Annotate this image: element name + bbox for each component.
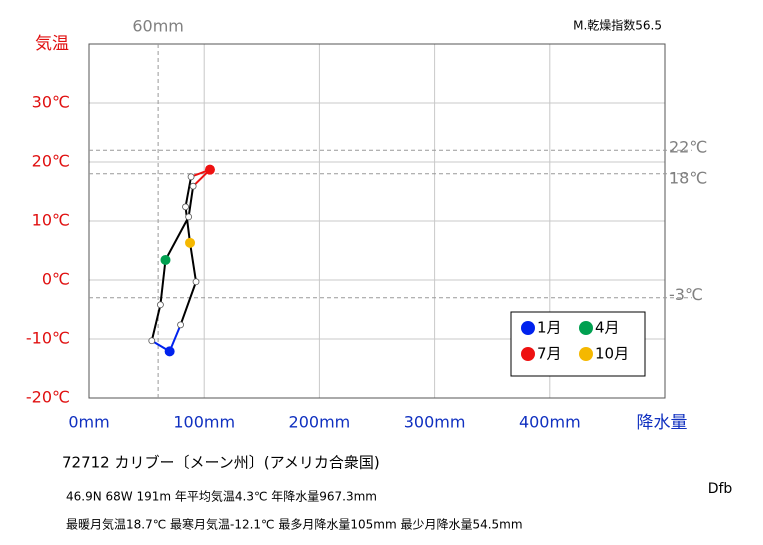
y-tick-label: 30℃ (32, 93, 70, 112)
point (192, 278, 200, 286)
plot-frame (88, 43, 666, 399)
y-tick-label: 10℃ (32, 211, 70, 230)
point (182, 203, 189, 211)
legend-marker (579, 347, 593, 361)
segment (184, 176, 193, 208)
legend-label: 4月 (595, 319, 620, 337)
info-line: 最暖月気温18.7℃ 最寒月気温-12.1℃ 最多月降水量105mm 最少月降水… (66, 517, 523, 532)
x-axis-label: 降水量 (637, 413, 688, 433)
reference-label: 60mm (132, 17, 184, 36)
legend-label: 10月 (595, 345, 629, 363)
segment (189, 242, 198, 282)
x-tick-label: 400mm (519, 413, 581, 432)
x-tick-label: 200mm (289, 413, 351, 432)
legend-marker (521, 321, 535, 335)
point (157, 301, 164, 309)
x-tick-label: 300mm (404, 413, 466, 432)
point (185, 213, 193, 221)
segment (164, 216, 190, 261)
reference-label: -3℃ (669, 285, 703, 304)
point (164, 346, 175, 357)
point (185, 237, 196, 248)
reference-label: 18℃ (669, 168, 707, 187)
segment (187, 186, 195, 218)
segment (150, 304, 162, 342)
dryness-index: M.乾燥指数56.5 (573, 18, 662, 33)
point (189, 182, 197, 190)
climate-code: Dfb (708, 481, 733, 497)
y-tick-label: -10℃ (26, 329, 70, 348)
info-line: 46.9N 68W 191m 年平均気温4.3℃ 年降水量967.3mm (66, 489, 377, 504)
y-tick-label: 20℃ (32, 152, 70, 171)
y-axis-label: 気温 (35, 34, 69, 54)
point (204, 164, 215, 175)
point (160, 254, 171, 265)
reference-label: 22℃ (669, 138, 707, 157)
station: 72712 カリブー〔メーン州〕(アメリカ合衆国) (62, 454, 380, 472)
y-tick-label: 0℃ (42, 270, 70, 289)
y-tick-label: -20℃ (26, 388, 70, 407)
legend-label: 7月 (537, 345, 562, 363)
segment (184, 206, 192, 243)
legend-label: 1月 (537, 319, 562, 337)
legend-marker (579, 321, 593, 335)
point (177, 321, 184, 329)
segment (179, 281, 197, 326)
segment (159, 259, 167, 305)
point (187, 173, 195, 181)
legend-marker (521, 347, 535, 361)
x-tick-label: 100mm (173, 413, 235, 432)
x-tick-label: 0mm (68, 413, 109, 432)
legend-box (510, 311, 646, 377)
point (148, 337, 156, 345)
